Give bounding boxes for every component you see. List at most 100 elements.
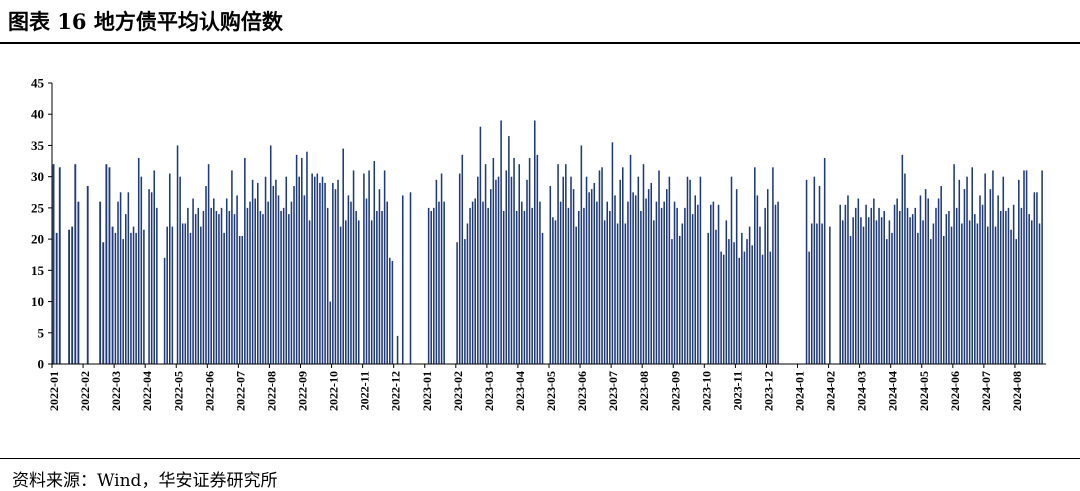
bar	[108, 167, 111, 364]
bar	[1025, 170, 1028, 364]
bar	[77, 201, 80, 364]
bar	[409, 192, 412, 364]
bar	[909, 217, 911, 364]
bar	[823, 157, 826, 364]
bar	[210, 207, 212, 364]
bar	[52, 164, 55, 364]
bar	[1038, 223, 1041, 364]
bar	[319, 182, 321, 364]
bar	[945, 214, 948, 364]
bar	[202, 211, 205, 364]
bar	[137, 157, 140, 364]
x-tick-label: 2022-09	[296, 371, 310, 411]
bar	[523, 211, 526, 364]
bar	[86, 186, 89, 364]
bar	[500, 120, 502, 364]
bar	[458, 173, 461, 364]
x-tick-label: 2023-03	[482, 371, 496, 411]
bar	[316, 173, 319, 364]
bar	[368, 170, 370, 364]
bar	[236, 195, 238, 364]
bar	[974, 214, 976, 364]
x-tick-label: 2022-02	[78, 371, 92, 411]
bar	[521, 201, 523, 364]
bar	[474, 198, 476, 364]
bar	[624, 223, 627, 364]
bar	[130, 232, 132, 364]
bar	[1028, 214, 1030, 364]
bar	[383, 170, 386, 364]
bar	[847, 195, 849, 364]
bar	[376, 211, 378, 364]
bar	[666, 189, 668, 364]
bar	[645, 198, 647, 364]
bar	[282, 207, 285, 364]
bar	[725, 220, 728, 364]
x-tick-label: 2022-06	[202, 371, 216, 411]
bar	[681, 223, 684, 364]
bar	[857, 198, 860, 364]
bar	[650, 182, 653, 364]
bar	[746, 239, 748, 364]
bar	[135, 232, 137, 364]
bar	[285, 176, 288, 364]
x-tick-label: 2023-06	[575, 371, 589, 411]
bar	[99, 201, 102, 364]
bar	[671, 239, 673, 364]
bar	[722, 254, 725, 364]
y-tick-label: 15	[31, 263, 45, 278]
bar	[1033, 192, 1036, 364]
bar	[971, 167, 973, 364]
bar	[870, 207, 873, 364]
bar	[986, 226, 989, 364]
bar	[487, 207, 489, 364]
bar	[119, 192, 122, 364]
bar	[919, 195, 922, 364]
bar	[163, 257, 166, 364]
bar	[1012, 204, 1015, 364]
bar	[259, 211, 262, 364]
bar-chart: 0 5 10 15 20 25 30 35 40 45 2022-01 2022-02 2022-03…	[31, 76, 1046, 411]
bar	[510, 176, 513, 364]
bar	[860, 217, 862, 364]
bar	[194, 214, 197, 364]
bar	[764, 207, 766, 364]
bar	[854, 207, 857, 364]
bar	[342, 148, 344, 364]
bar	[311, 173, 313, 364]
bar	[324, 182, 326, 364]
bar	[430, 211, 432, 364]
bar	[932, 223, 935, 364]
bar	[213, 198, 215, 364]
bar	[321, 176, 324, 364]
bar	[989, 189, 992, 364]
bar	[179, 176, 181, 364]
bar	[601, 167, 603, 364]
bar	[741, 232, 743, 364]
bar	[953, 164, 955, 364]
bar	[1015, 239, 1018, 364]
bar	[761, 254, 764, 364]
bar	[660, 207, 663, 364]
bar	[531, 207, 533, 364]
bar	[127, 192, 130, 364]
bar	[927, 198, 929, 364]
bar	[225, 198, 228, 364]
bar	[554, 220, 557, 364]
bar	[678, 235, 681, 364]
bar	[153, 170, 156, 364]
bar	[290, 201, 293, 364]
bar	[653, 220, 655, 364]
bar	[536, 154, 539, 364]
bar	[1010, 229, 1012, 364]
bar	[495, 179, 497, 364]
bar	[176, 145, 179, 364]
bar	[852, 217, 854, 364]
bar	[567, 207, 570, 364]
source-rule	[0, 458, 1080, 459]
bar	[365, 198, 368, 364]
bar	[896, 198, 898, 364]
bar	[280, 211, 282, 364]
bar	[187, 207, 189, 364]
bar	[810, 223, 813, 364]
